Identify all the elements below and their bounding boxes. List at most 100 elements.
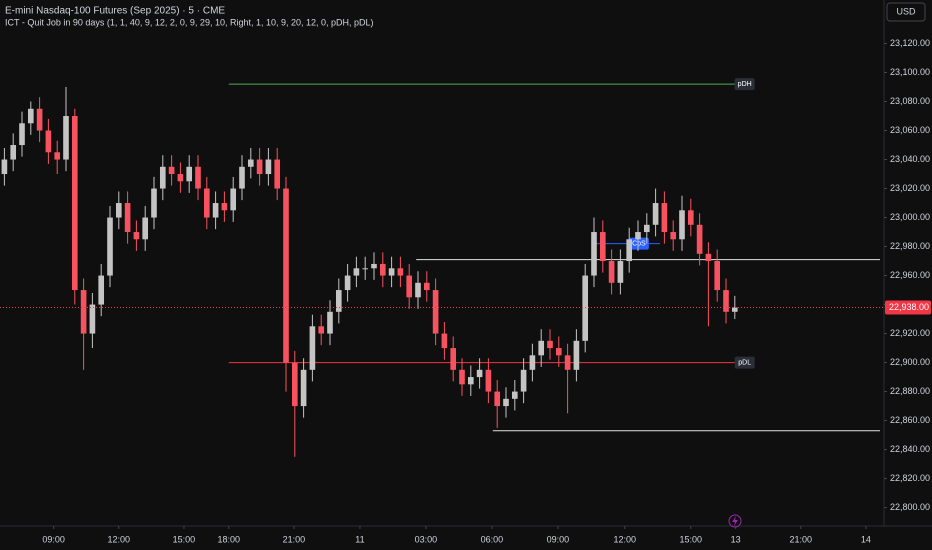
last-price-label: 22,938.00 <box>889 302 929 312</box>
candle-body <box>256 159 263 175</box>
candle-body <box>406 275 413 298</box>
candle-body <box>327 311 333 334</box>
x-tick-label: 15:00 <box>173 534 196 544</box>
level-label: pDH <box>738 81 752 88</box>
y-tick-label: 22,880.00 <box>890 386 930 396</box>
candle-body <box>142 217 149 240</box>
candle-body <box>10 145 17 160</box>
candle-body <box>195 166 201 189</box>
level-tag <box>628 237 649 250</box>
candle-body <box>538 340 545 356</box>
y-tick-label: 23,100.00 <box>890 67 930 77</box>
level-label: pDL <box>738 359 751 366</box>
candle-body <box>705 253 712 262</box>
candle-body <box>283 188 289 363</box>
candle-body <box>300 369 307 407</box>
candle-body <box>494 391 501 407</box>
candle-body <box>511 391 518 399</box>
currency-button[interactable] <box>886 2 926 22</box>
y-tick-label: 22,840.00 <box>890 444 930 454</box>
candle-body <box>714 261 721 291</box>
candle-body <box>423 282 430 291</box>
y-tick-label: 22,900.00 <box>890 357 930 367</box>
candle-body <box>467 377 474 385</box>
x-tick-label: 13 <box>731 534 741 544</box>
candle-body <box>159 166 166 189</box>
candle-body <box>696 224 703 254</box>
candle-body <box>591 232 597 276</box>
candle-body <box>151 188 157 218</box>
candle-body <box>291 362 298 407</box>
candle-body <box>19 123 25 146</box>
candle-body <box>450 348 457 370</box>
candle-body <box>362 268 369 270</box>
candle-body <box>239 166 245 189</box>
candle-body <box>687 210 694 225</box>
y-tick-label: 22,820.00 <box>890 473 930 483</box>
candle-body <box>89 304 96 334</box>
candle-body <box>652 203 659 225</box>
chart-title: E-mini Nasdaq-100 Futures (Sep 2025) · 5… <box>5 6 225 17</box>
x-tick-label: 03:00 <box>415 534 438 544</box>
candle-body <box>617 261 624 283</box>
candle-body <box>124 203 131 233</box>
indicator-legend: ICT - Quit Job in 90 days (1, 1, 40, 9, … <box>5 17 374 27</box>
candle-body <box>274 159 281 189</box>
candle-body <box>441 333 448 349</box>
x-tick-label: 18:00 <box>218 534 241 544</box>
x-tick-label: 12:00 <box>108 534 131 544</box>
candle-body <box>679 210 685 240</box>
last-price-tag <box>885 300 931 315</box>
x-tick-label: 14 <box>861 534 871 544</box>
candle-body <box>186 166 193 182</box>
candle-body <box>168 166 175 175</box>
candle-body <box>107 217 113 276</box>
candle-body <box>335 290 342 312</box>
y-tick-label: 22,920.00 <box>890 328 930 338</box>
x-tick-label: 11 <box>355 534 364 544</box>
candle-body <box>344 275 351 291</box>
candle-body <box>212 203 219 218</box>
y-tick-label: 23,020.00 <box>890 183 930 193</box>
x-tick-label: 09:00 <box>42 534 65 544</box>
y-tick-label: 22,800.00 <box>890 502 930 512</box>
candle-body <box>133 232 140 240</box>
candle-body <box>318 326 325 334</box>
candle-body <box>371 263 377 269</box>
level-tag <box>734 78 755 91</box>
candle-body <box>476 369 483 378</box>
candle-body <box>309 326 316 370</box>
candle-body <box>115 203 122 218</box>
x-tick-label: 09:00 <box>547 534 570 544</box>
candle-body <box>573 340 580 370</box>
event-bolt <box>732 516 738 526</box>
candle-body <box>582 275 589 341</box>
candle-body <box>36 108 43 131</box>
candle-body <box>564 355 571 370</box>
candle-body <box>45 130 52 153</box>
candle-body <box>520 369 527 392</box>
event-icon[interactable] <box>728 514 742 528</box>
candle-body <box>80 290 87 334</box>
candle-body <box>661 203 668 233</box>
candle-body <box>599 232 606 262</box>
x-tick-label: 21:00 <box>790 534 813 544</box>
currency-label[interactable]: USD <box>896 6 916 16</box>
x-tick-label: 06:00 <box>481 534 504 544</box>
x-tick-label: 15:00 <box>680 534 703 544</box>
level-tag <box>734 356 755 369</box>
candle-body <box>71 116 78 291</box>
candle-body <box>547 340 553 349</box>
candle-body <box>63 116 69 160</box>
candle-body <box>432 290 439 334</box>
y-tick-label: 22,960.00 <box>890 270 930 280</box>
candle-body <box>230 188 237 211</box>
candle-body <box>529 355 536 370</box>
candle-body <box>608 261 615 283</box>
y-tick-label: 23,120.00 <box>890 38 930 48</box>
candle-body <box>485 369 492 392</box>
candle-body <box>247 159 254 167</box>
